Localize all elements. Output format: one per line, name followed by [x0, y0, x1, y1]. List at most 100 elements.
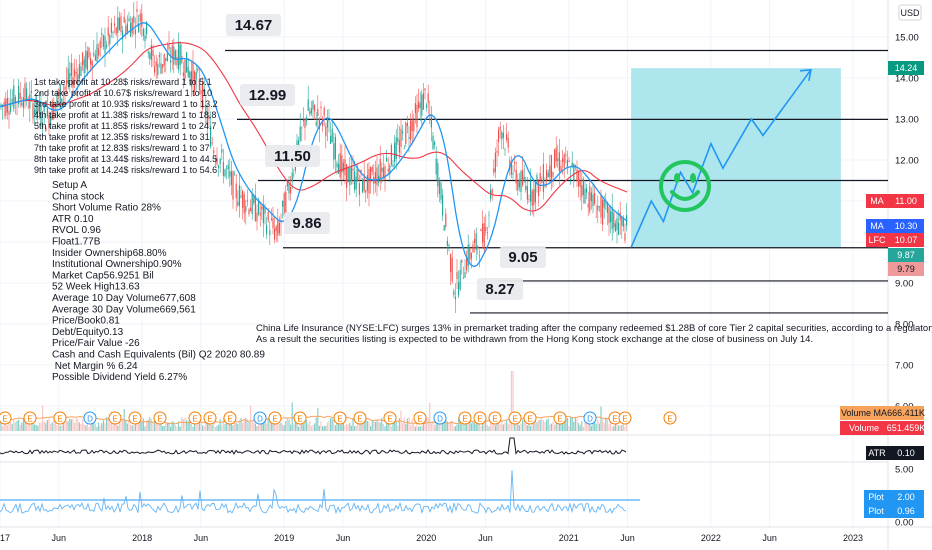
volume-bar — [618, 425, 620, 431]
volume-bar — [523, 419, 525, 431]
candle-body — [582, 178, 584, 195]
volume-bar — [574, 417, 576, 431]
volume-bar — [134, 422, 136, 431]
candle-body — [88, 47, 90, 58]
projection-box[interactable] — [631, 68, 841, 248]
candle-body — [288, 183, 290, 194]
volume-bar — [600, 406, 602, 431]
volume-bar — [322, 426, 324, 431]
candle-body — [32, 103, 34, 119]
candle-body — [51, 101, 53, 120]
volume-bar — [478, 423, 480, 431]
candle-body — [571, 162, 573, 167]
candle-body — [61, 98, 63, 102]
candle-body — [614, 223, 616, 232]
candle-body — [304, 119, 306, 128]
volume-bar — [90, 419, 92, 431]
rvol-line — [0, 469, 627, 515]
currency-box[interactable] — [898, 4, 922, 21]
volume-bar — [302, 424, 304, 431]
candle-body — [486, 232, 488, 233]
event-marker-label: E — [337, 415, 342, 424]
candle-body — [402, 131, 404, 134]
candle-body — [395, 137, 397, 159]
time-axis[interactable]: 2017 Jun 2018 Jun 2019 Jun 2020 Jun 2021 Jun 2022 J… — [0, 533, 863, 543]
candle-body — [72, 77, 74, 88]
candle-body — [445, 213, 447, 227]
volume-bar — [562, 424, 564, 431]
take-profit-line: 9th take profit at 14.24$ risks/reward 1… — [34, 165, 217, 175]
candle-body — [558, 152, 560, 172]
volume-tick-label: 0.00 — [895, 518, 914, 529]
stat-line: Short Volume Ratio 28% — [52, 203, 161, 214]
volume-bar — [261, 421, 263, 431]
volume-bar — [120, 420, 122, 431]
candle-body — [37, 107, 39, 112]
candle-body — [526, 186, 528, 200]
volume-bar — [219, 419, 221, 431]
price-badge: MA 10.30 — [866, 219, 924, 233]
volume-bar — [13, 418, 15, 431]
volume-bar — [352, 418, 354, 431]
event-marker — [433, 411, 447, 425]
volume-bar — [379, 422, 381, 431]
volume-bar — [179, 426, 181, 431]
candle-body — [587, 203, 589, 208]
event-marker — [488, 411, 502, 425]
candle-body — [405, 122, 407, 145]
volume-bar — [30, 422, 32, 431]
candle-body — [66, 80, 68, 85]
volume-bar — [262, 421, 264, 431]
volume-bar — [584, 418, 586, 431]
badge-label: Volume MA — [841, 408, 887, 418]
currency-label: USD — [900, 8, 920, 18]
time-tick-label: 2023 — [843, 533, 863, 543]
volume-bar — [466, 418, 468, 431]
candle-body — [613, 212, 615, 228]
candle-body — [182, 72, 184, 77]
volume-bar — [443, 420, 445, 431]
candle-body — [168, 44, 170, 50]
volume-bar — [133, 425, 135, 431]
volume-bar — [187, 421, 189, 431]
candle-body — [478, 255, 480, 257]
candle-body — [242, 191, 244, 208]
price-badge: Volume MA 666.411K — [840, 406, 925, 420]
candle-body — [264, 206, 266, 214]
event-marker — [153, 411, 167, 425]
event-marker-label: E — [2, 415, 7, 424]
candle-body — [117, 17, 119, 33]
ma-blue-line — [0, 22, 628, 268]
candle-body — [234, 174, 236, 176]
candle-body — [376, 167, 378, 186]
candle-body — [118, 17, 120, 30]
volume-bar — [157, 421, 159, 431]
volume-bar — [59, 425, 61, 431]
volume-bar — [254, 423, 256, 431]
candle-body — [554, 149, 556, 168]
candle-body — [269, 230, 271, 235]
candle-body — [165, 58, 167, 62]
volume-bar — [326, 422, 328, 431]
volume-bar — [514, 420, 516, 431]
candle-body — [546, 170, 548, 181]
volume-bar — [259, 424, 261, 431]
candle-body — [213, 150, 215, 154]
candle-body — [251, 193, 253, 215]
candle-body — [459, 269, 461, 290]
volume-bar — [27, 422, 29, 431]
candle-body — [576, 169, 578, 182]
candle-body — [101, 33, 103, 35]
badge-value-box — [888, 233, 924, 247]
candle-body — [286, 180, 288, 187]
projection-arrowhead — [799, 68, 812, 81]
volume-bar — [22, 418, 24, 431]
candle-body — [19, 92, 21, 99]
candle-body — [430, 116, 432, 128]
volume-bar — [458, 417, 460, 431]
volume-bar — [203, 426, 205, 431]
badge-label-box — [840, 406, 888, 420]
candle-body — [173, 46, 175, 65]
